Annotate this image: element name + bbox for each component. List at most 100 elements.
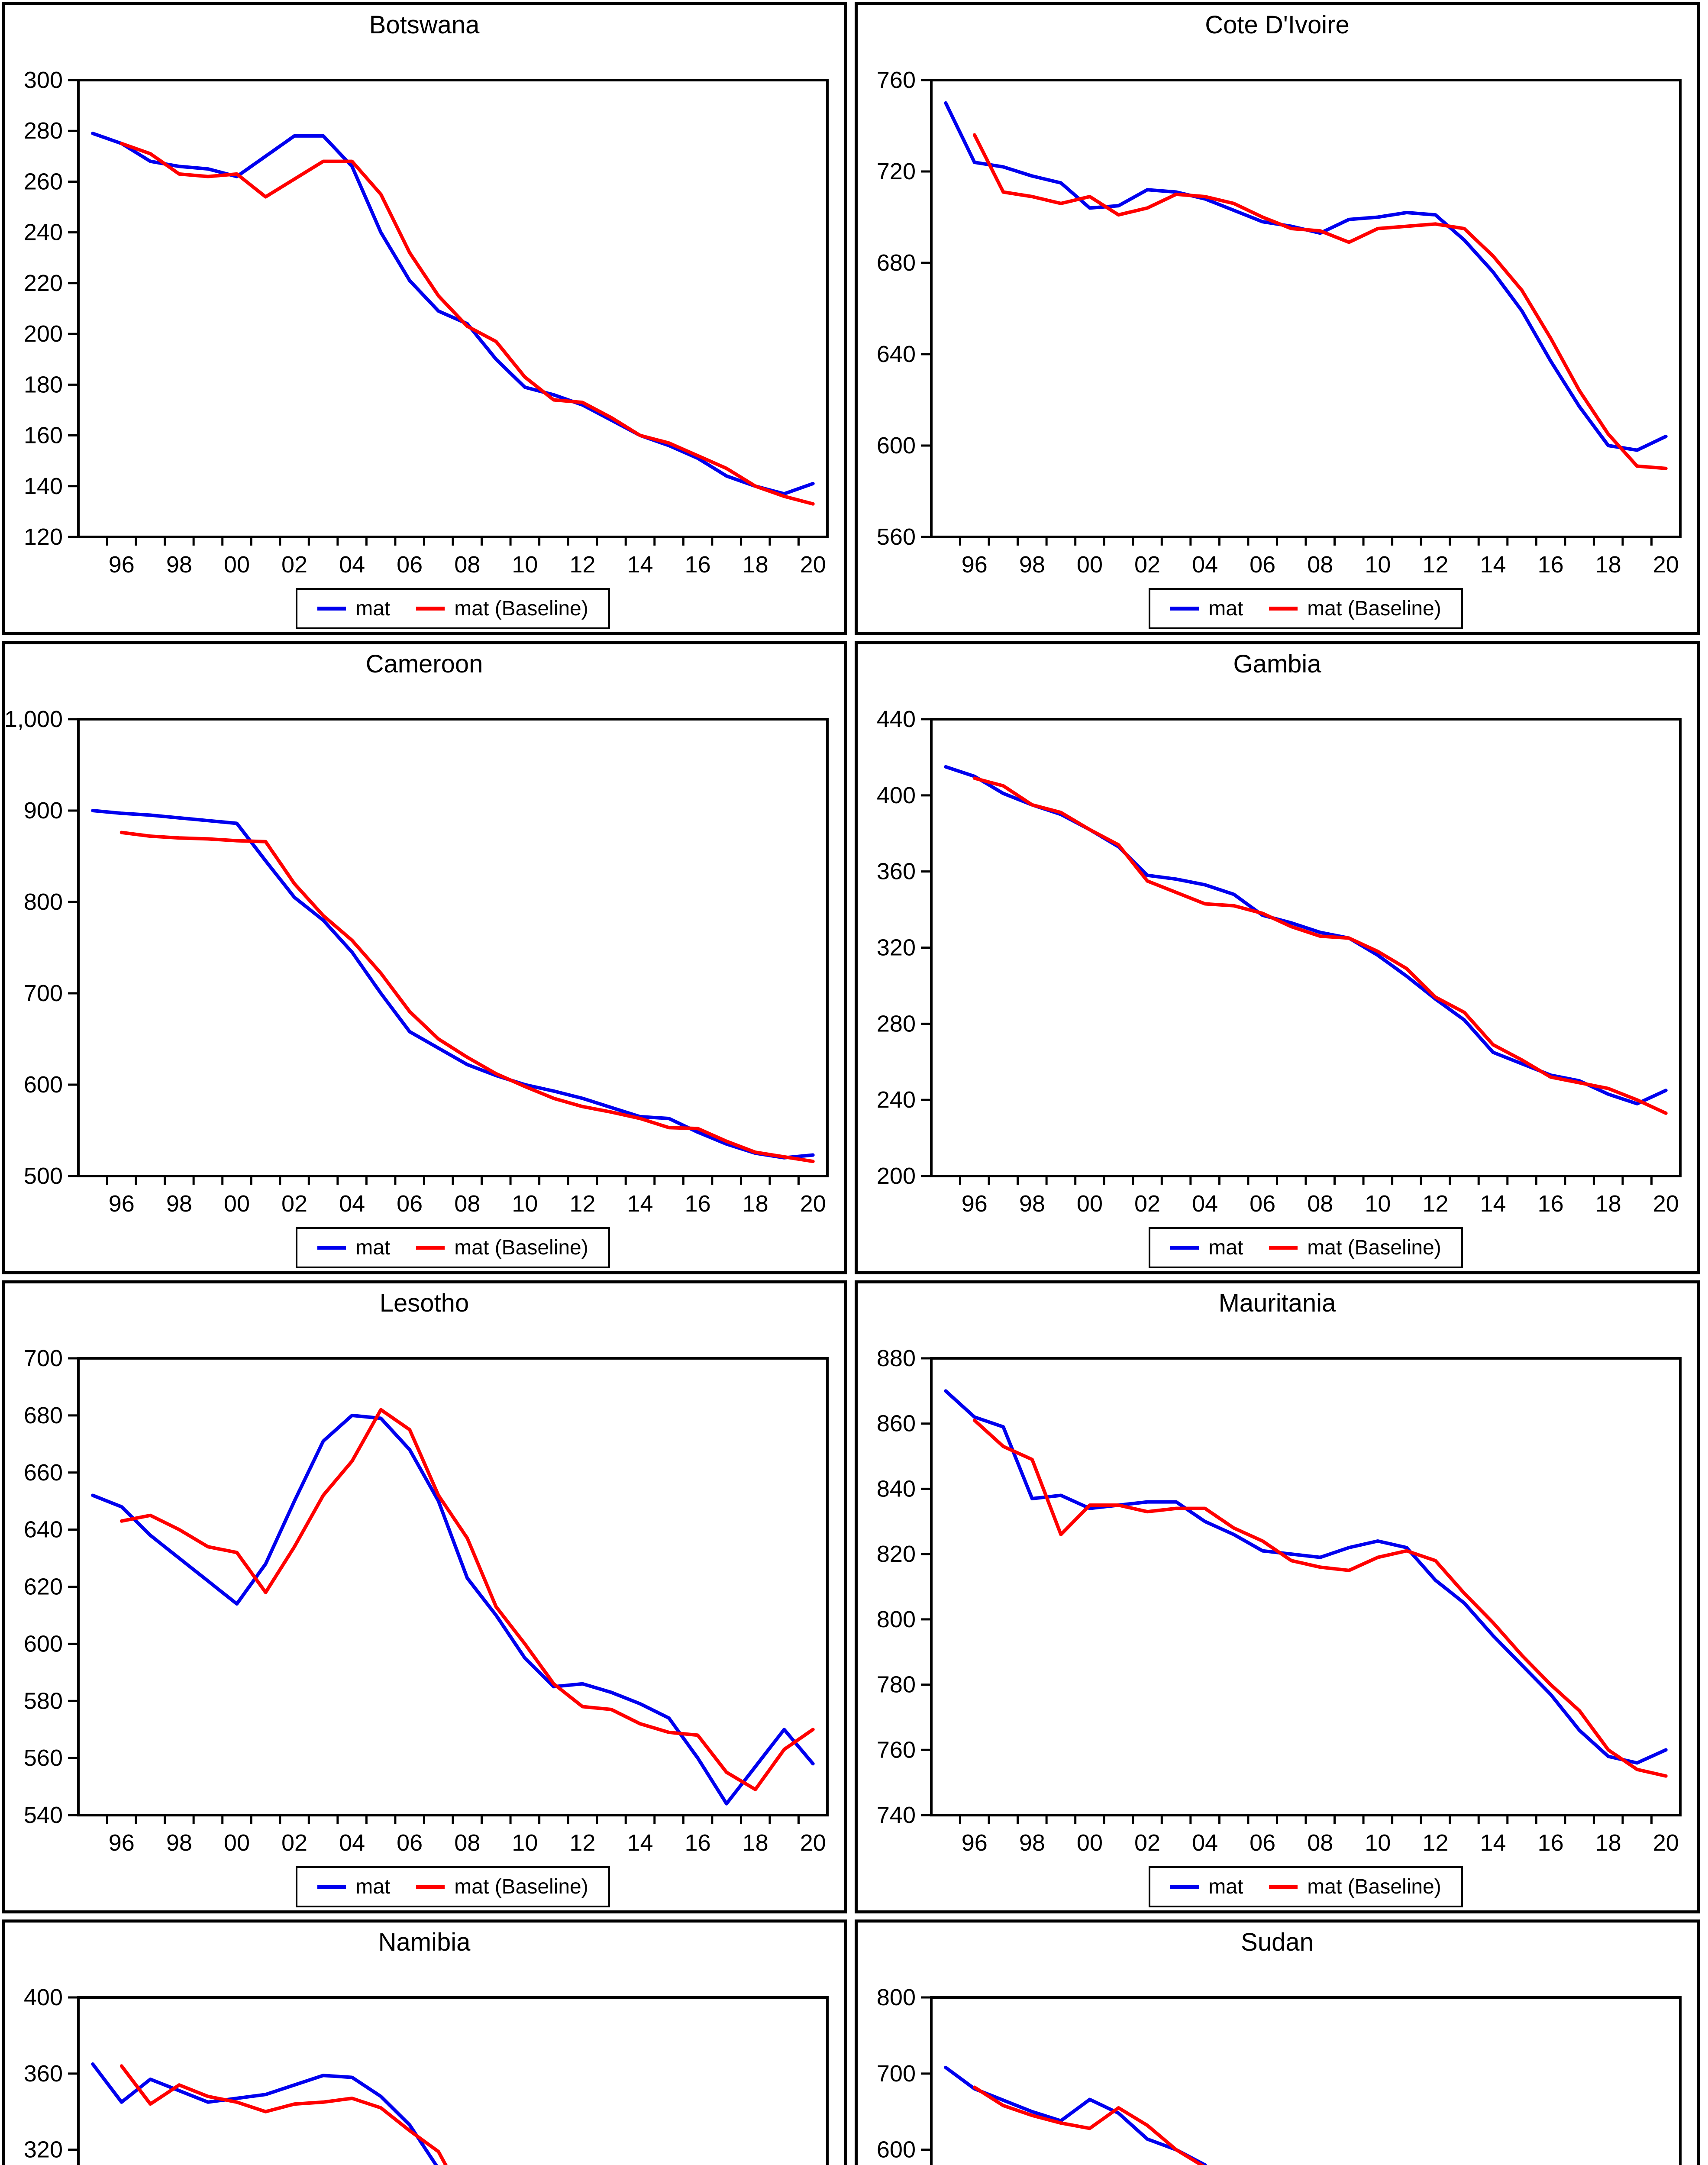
x-tick-label: 10 (1365, 1191, 1391, 1217)
x-tick-label: 98 (166, 1830, 192, 1856)
x-tick-label: 20 (800, 552, 826, 578)
legend-label: mat (355, 597, 391, 620)
y-tick-label: 400 (877, 782, 916, 808)
mat-series-line (91, 131, 815, 496)
chart-canvas: 4003603202802402001609698000204060810121… (24, 1984, 829, 2165)
baseline-series-line (119, 830, 815, 1163)
legend-wrap: mat mat (Baseline) (858, 1227, 1697, 1268)
y-tick-label: 660 (24, 1460, 63, 1486)
legend-label: mat (1208, 597, 1243, 620)
legend-wrap: mat mat (Baseline) (858, 1866, 1697, 1907)
chart-canvas: 760 720 680 640 600 560 96 98 00 02 04 06 08 10 12 14 16… (877, 67, 1682, 578)
y-axis: 880 860 840 820 800 780 760 740 (877, 1345, 931, 1828)
x-tick-label: 14 (1480, 1191, 1506, 1217)
x-tick-label: 96 (109, 1191, 135, 1217)
y-tick-label: 820 (877, 1541, 916, 1567)
chart-panel-lesotho: Lesotho 700 680 660 640 620 600 580 560 540 96 98 0… (2, 1280, 847, 1913)
chart-panel-mauritania: Mauritania 880 860 840 820 800 780 760 740 96 98 0… (855, 1280, 1700, 1913)
chart-title: Botswana (369, 11, 480, 39)
y-tick-label: 280 (877, 1011, 916, 1037)
y-tick-label: 860 (877, 1411, 916, 1437)
x-tick-label: 98 (166, 1191, 192, 1217)
x-axis: 96 98 00 02 04 06 08 10 12 14 16 18 20 (106, 536, 826, 578)
mat-series-line (91, 2062, 438, 2165)
y-axis: 1,000 900 800 700 600 500 (5, 706, 78, 1189)
baseline-line-swatch (416, 1245, 445, 1250)
x-tick-label: 02 (1134, 552, 1160, 578)
baseline-series-line (119, 2064, 448, 2165)
x-tick-label: 96 (109, 1830, 135, 1856)
y-axis: 400360320280240200160 (24, 1984, 78, 2162)
x-tick-label: 04 (1192, 552, 1218, 578)
y-tick-label: 700 (877, 2061, 916, 2087)
y-tick-label: 640 (24, 1516, 63, 1542)
baseline-series-line (972, 1418, 1668, 1778)
legend-label: mat (Baseline) (454, 1236, 588, 1259)
x-tick-label: 16 (685, 552, 711, 578)
baseline-line-swatch (1269, 1884, 1298, 1889)
plot-frame (930, 1996, 1682, 2165)
y-axis: 300 280 260 240 220 200 180 160 140 120 (24, 67, 78, 550)
x-tick-label: 04 (1192, 1191, 1218, 1217)
x-axis: 96 98 00 02 04 06 08 10 12 14 16 18 20 (959, 536, 1679, 578)
x-tick-label: 12 (569, 1830, 595, 1856)
chart-title: Gambia (1233, 650, 1321, 678)
x-tick-label: 18 (1595, 1191, 1621, 1217)
chart-canvas: 1,000 900 800 700 600 500 96 98 00 02 04 06 08 10 12 14… (5, 706, 829, 1217)
x-tick-label: 00 (1077, 1191, 1103, 1217)
y-tick-label: 320 (24, 2136, 63, 2162)
x-tick-label: 02 (281, 1191, 307, 1217)
y-tick-label: 740 (877, 1802, 916, 1828)
y-tick-label: 760 (877, 1737, 916, 1763)
y-tick-label: 120 (24, 524, 63, 550)
x-tick-label: 18 (743, 1830, 768, 1856)
baseline-series-line (972, 776, 1668, 1115)
y-axis: 800700600500400300200 (877, 1984, 931, 2162)
x-tick-label: 96 (962, 1830, 988, 1856)
legend-label: mat (Baseline) (454, 597, 588, 620)
chart-title: Sudan (1241, 1928, 1314, 1956)
chart-canvas: 700 680 660 640 620 600 580 560 540 96 98 00 02 04 06 0… (24, 1345, 829, 1856)
legend-label: mat (Baseline) (1307, 597, 1441, 620)
y-tick-label: 260 (24, 168, 63, 194)
baseline-series-line (972, 133, 1668, 470)
legend: mat mat (Baseline) (1149, 1866, 1463, 1907)
legend: mat mat (Baseline) (1149, 588, 1463, 629)
baseline-series-line (119, 1408, 815, 1791)
y-tick-label: 1,000 (5, 706, 63, 732)
x-axis: 96 98 00 02 04 06 08 10 12 14 16 18 20 (106, 1815, 826, 1856)
y-tick-label: 540 (24, 1802, 63, 1828)
mat-series-line (91, 1413, 815, 1806)
mat-series-line (91, 808, 815, 1160)
x-tick-label: 20 (1653, 552, 1679, 578)
chart-canvas: 300 280 260 240 220 200 180 160 140 120 96 98 00 02 04… (24, 67, 829, 578)
y-tick-label: 700 (24, 980, 63, 1006)
x-tick-label: 08 (1307, 552, 1333, 578)
x-tick-label: 10 (512, 1830, 538, 1856)
y-tick-label: 800 (877, 1606, 916, 1632)
y-tick-label: 140 (24, 473, 63, 499)
mat-series-line (944, 1389, 1668, 1765)
y-tick-label: 360 (24, 2061, 63, 2087)
x-tick-label: 02 (1134, 1191, 1160, 1217)
legend-wrap: mat mat (Baseline) (5, 1227, 844, 1268)
y-tick-label: 200 (877, 1163, 916, 1189)
baseline-line-swatch (416, 606, 445, 611)
x-tick-label: 14 (627, 1830, 653, 1856)
x-tick-label: 96 (109, 552, 135, 578)
legend-wrap: mat mat (Baseline) (5, 588, 844, 629)
x-tick-label: 18 (1595, 552, 1621, 578)
x-tick-label: 98 (1019, 552, 1045, 578)
x-tick-label: 20 (800, 1191, 826, 1217)
legend-item-mat: mat (1170, 1875, 1243, 1899)
x-tick-label: 20 (1653, 1830, 1679, 1856)
x-tick-label: 12 (1422, 552, 1448, 578)
chart-panel-sudan: Sudan 8007006005004003002009698000204060… (855, 1919, 1700, 2165)
x-tick-label: 04 (339, 1830, 365, 1856)
y-tick-label: 780 (877, 1671, 916, 1697)
x-tick-label: 20 (800, 1830, 826, 1856)
legend-item-mat: mat (317, 1236, 390, 1260)
legend-item-baseline: mat (Baseline) (416, 597, 588, 620)
plot-frame (930, 717, 1682, 1177)
